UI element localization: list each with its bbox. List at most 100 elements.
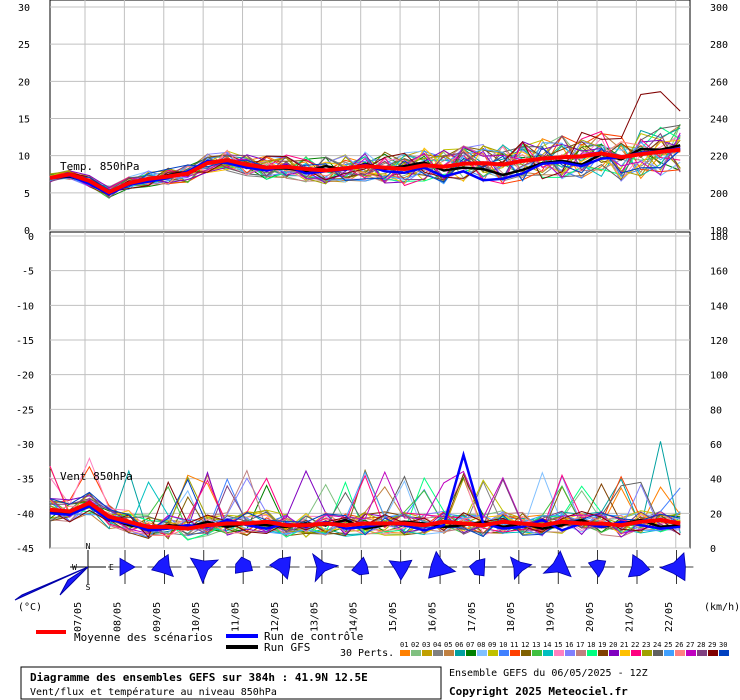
top-right-tick: 240 [710,115,728,126]
bottom-left-tick: -15 [16,336,34,347]
footer-title: Diagramme des ensembles GEFS sur 384h : … [30,671,368,684]
compass-wind-arrow [14,566,89,601]
pert-number: 19 [598,641,606,649]
pert-number: 21 [620,641,628,649]
unit-right: (km/h) [704,602,740,613]
legend-perts-label: 30 Perts. [340,648,394,659]
pert-number: 12 [521,641,529,649]
x-tick-label: 19/05 [546,602,557,632]
x-tick-label: 08/05 [112,602,123,632]
pert-number: 13 [532,641,540,649]
bottom-left-tick: -20 [16,371,34,382]
bottom-left-tick: -35 [16,475,34,486]
pert-number: 07 [466,641,474,649]
pert-color-swatch [664,650,674,656]
top-panel-frame [49,0,691,231]
pert-color-swatch [455,650,465,656]
bottom-left-tick: 0 [28,232,34,243]
wind-rose [351,556,370,576]
bottom-left-tick: -10 [16,301,34,312]
top-left-tick: 20 [18,77,30,88]
wind-rose [428,550,457,579]
wind-rose [627,553,651,578]
wind-rose [119,557,136,577]
compass-w-label: W [72,563,77,572]
wind-rose [587,559,607,578]
pert-color-swatch [653,650,663,656]
pert-color-swatch [609,650,619,656]
top-right-tick: 220 [710,152,728,163]
pert-color-swatch [411,650,421,656]
pert-number: 29 [708,641,716,649]
wind-annotation: Vent 850hPa [60,470,133,483]
x-tick-label: 18/05 [506,602,517,632]
bottom-right-tick: 140 [710,301,728,312]
pert-number: 16 [565,641,573,649]
x-tick-label: 11/05 [231,602,242,632]
legend-control-label: Run de contrôle [264,630,363,643]
x-tick-label: 15/05 [388,602,399,632]
wind-rose [150,553,174,578]
footer-subtitle: Vent/flux et température au niveau 850hP… [30,686,277,698]
top-left-tick: 0 [24,226,30,237]
copyright: Copyright 2025 Meteociel.fr [449,685,628,698]
pert-color-swatch [675,650,685,656]
top-left-tick: 5 [24,189,30,200]
top-right-tick: 260 [710,77,728,88]
pert-number: 06 [455,641,463,649]
pert-number: 09 [488,641,496,649]
legend-gfs-label: Run GFS [264,641,310,654]
pert-color-swatch [543,650,553,656]
pert-number: 01 [400,641,408,649]
x-tick-label: 13/05 [309,602,320,632]
x-tick-label: 16/05 [427,602,438,632]
top-left-tick: 25 [18,40,30,51]
compass-s-label: S [86,583,91,592]
pert-color-swatch [620,650,630,656]
pert-color-swatch [532,650,542,656]
unit-left: (°C) [18,602,42,613]
bottom-right-tick: 60 [710,440,722,451]
bottom-left-tick: -30 [16,440,34,451]
footer-box [20,666,442,700]
wind-rose [268,556,291,580]
pert-color-swatch [565,650,575,656]
wind-rose [189,557,220,585]
wind-rose [234,556,253,574]
bottom-left-tick: -25 [16,405,34,416]
compass-n-label: N [86,542,91,551]
pert-number: 04 [433,641,441,649]
pert-number: 22 [631,641,639,649]
pert-number: 25 [664,641,672,649]
wind-perturbation-line [49,485,681,535]
main-series [49,144,681,532]
pert-number: 11 [510,641,518,649]
top-left-tick: 30 [18,3,30,14]
pert-color-legend: 01 02 03 04 05 06 07 08 09 10 11 12 13 14 15 16 17 18 19 20… [400,641,729,656]
pert-color-swatch [697,650,707,656]
pert-number: 05 [444,641,452,649]
x-tick-label: 07/05 [73,602,84,632]
bottom-left-tick: -45 [16,544,34,555]
pert-color-swatch [587,650,597,656]
pert-color-swatch [444,650,454,656]
pert-color-swatch [686,650,696,656]
pert-color-swatch [631,650,641,656]
temp-perturbation-line [49,146,681,191]
pert-number: 14 [543,641,551,649]
wind-rose [509,556,533,581]
bottom-left-tick: -5 [22,267,34,278]
pert-number: 08 [477,641,485,649]
pert-color-swatch [466,650,476,656]
x-tick-label: 21/05 [624,602,635,632]
pert-number: 10 [499,641,507,649]
bottom-right-tick: 100 [710,371,728,382]
pert-color-swatch [642,650,652,656]
x-tick-label: 20/05 [585,602,596,632]
pert-number: 23 [642,641,650,649]
x-tick-label: 12/05 [270,602,281,632]
wind-control-line [49,450,681,532]
pert-number: 20 [609,641,617,649]
run-info: Ensemble GEFS du 06/05/2025 - 12Z [449,668,648,679]
